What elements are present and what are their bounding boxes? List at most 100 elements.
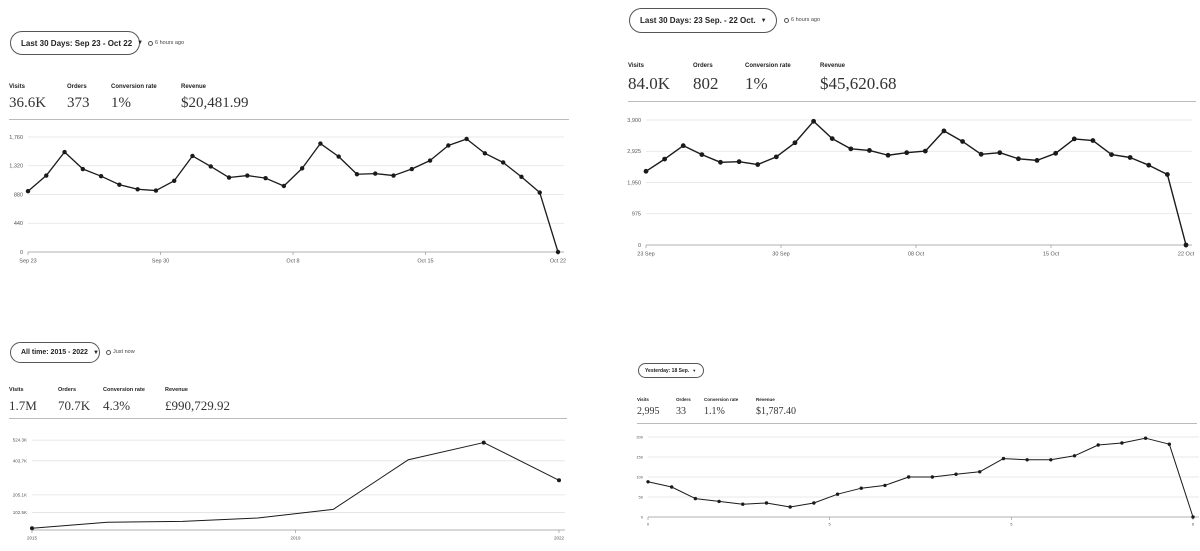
data-point xyxy=(1127,155,1133,160)
data-point xyxy=(464,136,469,142)
y-tick-label: 200 xyxy=(636,434,643,439)
data-point xyxy=(717,499,721,504)
date-range-dropdown[interactable]: Last 30 Days: Sep 23 - Oct 22 ▼ xyxy=(10,31,143,55)
data-point xyxy=(153,188,159,193)
data-point xyxy=(773,154,779,160)
data-point xyxy=(62,149,67,155)
data-point xyxy=(1053,150,1059,156)
x-tick-label: 08 Oct xyxy=(908,252,925,258)
x-tick-label: 5 xyxy=(829,522,832,527)
data-point xyxy=(245,173,250,178)
y-tick-label: 880 xyxy=(14,192,23,198)
metric-value: 1% xyxy=(111,95,131,111)
data-point xyxy=(978,151,984,157)
data-point xyxy=(1096,443,1100,447)
metric-value: 4.3% xyxy=(103,398,131,413)
metric-label: Revenue xyxy=(181,84,207,90)
metric-orders[interactable]: Orders 802 xyxy=(693,63,745,102)
chevron-down-icon: ▼ xyxy=(92,349,99,356)
data-point xyxy=(1167,442,1172,446)
series-line xyxy=(647,437,1194,518)
metric-value: $1,787.40 xyxy=(756,406,796,417)
data-point xyxy=(281,183,287,189)
last-updated: 6 hours ago xyxy=(784,17,820,23)
last-updated-text: 6 hours ago xyxy=(155,40,185,46)
visits-line-chart-1: 0 440 880 1,320 1,760 Sep 23 Sep 30 Oct 8 Oct 15… xyxy=(9,135,566,265)
metric-label: Orders xyxy=(67,84,87,90)
metric-visits[interactable]: Visits 2,995 xyxy=(637,397,670,424)
metric-conversion-rate[interactable]: Conversion rate 4.3% xyxy=(103,387,165,419)
series-line xyxy=(645,120,1187,246)
date-range-dropdown[interactable]: All time: 2015 - 2022 ▼ xyxy=(10,342,100,363)
data-point xyxy=(25,189,31,194)
data-point xyxy=(190,153,195,159)
data-point xyxy=(373,171,378,176)
y-tick-label: 102.5K xyxy=(13,510,27,515)
metrics-divider xyxy=(637,423,1197,424)
data-point xyxy=(555,249,561,255)
data-point xyxy=(643,168,649,174)
data-point xyxy=(30,526,34,531)
metric-revenue[interactable]: Revenue $20,481.99 xyxy=(181,84,291,120)
data-point xyxy=(481,440,486,445)
metric-revenue[interactable]: Revenue £990,729.92 xyxy=(165,387,275,419)
metric-label: Visits xyxy=(9,84,25,90)
x-tick-label: 2019 xyxy=(290,535,301,540)
x-tick-label: 0 xyxy=(647,522,650,527)
y-tick-label: 50 xyxy=(639,494,644,499)
metric-label: Orders xyxy=(676,397,691,402)
metric-revenue[interactable]: Revenue $45,620.68 xyxy=(820,63,940,102)
date-range-label: All time: 2015 - 2022 xyxy=(21,349,88,356)
chevron-down-icon: ▼ xyxy=(760,17,767,24)
x-tick-label: 5 xyxy=(1010,522,1013,527)
metric-visits[interactable]: Visits 36.6K xyxy=(9,84,57,120)
metric-orders[interactable]: Orders 70.7K xyxy=(58,387,103,419)
data-point xyxy=(954,472,958,476)
data-point xyxy=(135,187,140,192)
metric-revenue[interactable]: Revenue $1,787.40 xyxy=(756,397,826,424)
data-point xyxy=(263,175,268,181)
metric-orders[interactable]: Orders 33 xyxy=(676,397,704,424)
x-tick-label: 23 Sep xyxy=(637,252,654,258)
metric-visits[interactable]: Visits 84.0K xyxy=(628,63,683,102)
last-updated: Just now xyxy=(106,349,135,355)
y-tick-label: 975 xyxy=(632,212,641,218)
y-tick-label: 0 xyxy=(638,243,641,249)
date-range-dropdown[interactable]: Last 30 Days: 23 Sep. - 22 Oct. ▼ xyxy=(629,8,777,33)
metric-visits[interactable]: Visits 1.7M xyxy=(9,387,47,419)
y-tick-label: 403.7K xyxy=(13,458,27,463)
metric-value: 1% xyxy=(745,74,768,93)
metric-conversion-rate[interactable]: Conversion rate 1.1% xyxy=(704,397,756,424)
data-point xyxy=(755,162,761,167)
data-point xyxy=(662,156,668,162)
x-tick-label: Oct 22 xyxy=(550,259,566,265)
metric-conversion-rate[interactable]: Conversion rate 1% xyxy=(745,63,820,102)
metric-label: Orders xyxy=(58,387,77,393)
data-point xyxy=(557,478,561,483)
data-point xyxy=(859,486,863,490)
data-point xyxy=(1191,515,1195,519)
metric-label: Visits xyxy=(628,63,644,69)
metric-label: Visits xyxy=(9,387,24,393)
metric-label: Visits xyxy=(637,397,649,402)
metric-label: Conversion rate xyxy=(745,63,791,69)
metrics-divider xyxy=(628,101,1196,102)
metric-value: 84.0K xyxy=(628,74,671,93)
metric-value: 2,995 xyxy=(637,406,660,417)
data-point xyxy=(80,166,86,172)
data-point xyxy=(812,501,816,505)
data-point xyxy=(906,475,911,479)
data-point xyxy=(930,475,935,479)
date-range-dropdown[interactable]: Yesterday: 18 Sep. ▼ xyxy=(638,363,704,378)
metric-conversion-rate[interactable]: Conversion rate 1% xyxy=(111,84,181,120)
y-tick-label: 2,925 xyxy=(627,149,641,155)
data-point xyxy=(427,158,433,163)
data-point xyxy=(718,159,723,165)
data-point xyxy=(848,146,854,152)
data-point xyxy=(885,152,891,158)
metric-orders[interactable]: Orders 373 xyxy=(67,84,111,120)
data-point xyxy=(354,172,360,177)
visits-line-chart-4: 0 50 100 150 200 0 5 5 6 xyxy=(636,434,1199,527)
data-point xyxy=(1016,156,1021,162)
metric-value: 802 xyxy=(693,74,719,93)
